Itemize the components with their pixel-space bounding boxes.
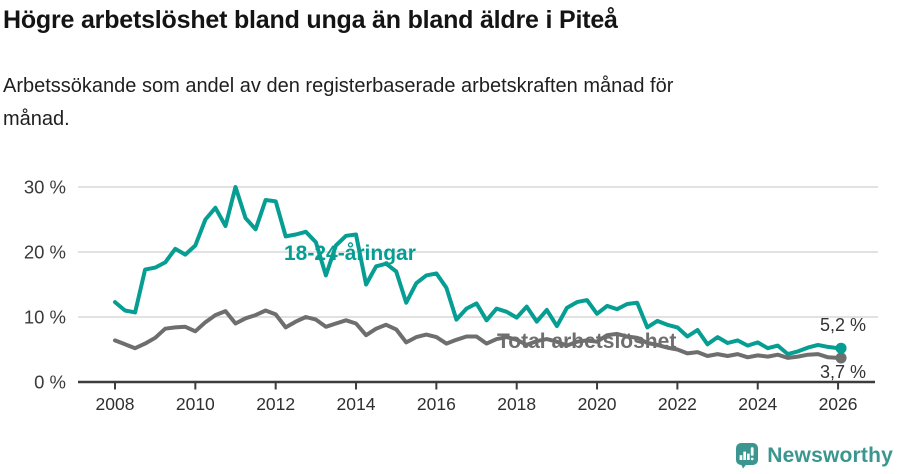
page-title: Högre arbetslöshet bland unga än bland ä… (3, 6, 618, 34)
svg-text:30 %: 30 % (24, 177, 66, 198)
svg-text:2024: 2024 (738, 394, 777, 414)
svg-text:2012: 2012 (256, 394, 295, 414)
series-label-youth: 18-24-åringar (284, 242, 416, 265)
series-label-total: Total arbetslöshet (497, 330, 677, 353)
svg-text:2018: 2018 (497, 394, 536, 414)
newsworthy-logo-icon (736, 443, 759, 469)
svg-text:2008: 2008 (96, 394, 135, 414)
svg-text:2014: 2014 (337, 394, 376, 414)
svg-text:2010: 2010 (176, 394, 215, 414)
newsworthy-logo-text: Newsworthy (767, 443, 893, 467)
svg-text:2016: 2016 (417, 394, 456, 414)
end-value-youth: 5,2 % (819, 315, 866, 335)
subtitle-line-1: Arbetssökande som andel av den registerb… (3, 75, 674, 97)
page-subtitle: Arbetssökande som andel av den registerb… (3, 70, 673, 136)
newsworthy-logo: Newsworthy (735, 442, 893, 469)
subtitle-line-2: månad. (3, 108, 70, 130)
svg-text:2022: 2022 (658, 394, 697, 414)
svg-text:0 %: 0 % (34, 372, 66, 393)
svg-text:20 %: 20 % (24, 242, 66, 263)
svg-text:2026: 2026 (819, 394, 858, 414)
svg-text:10 %: 10 % (24, 307, 66, 328)
end-value-total: 3,7 % (819, 362, 866, 382)
svg-text:2020: 2020 (578, 394, 617, 414)
